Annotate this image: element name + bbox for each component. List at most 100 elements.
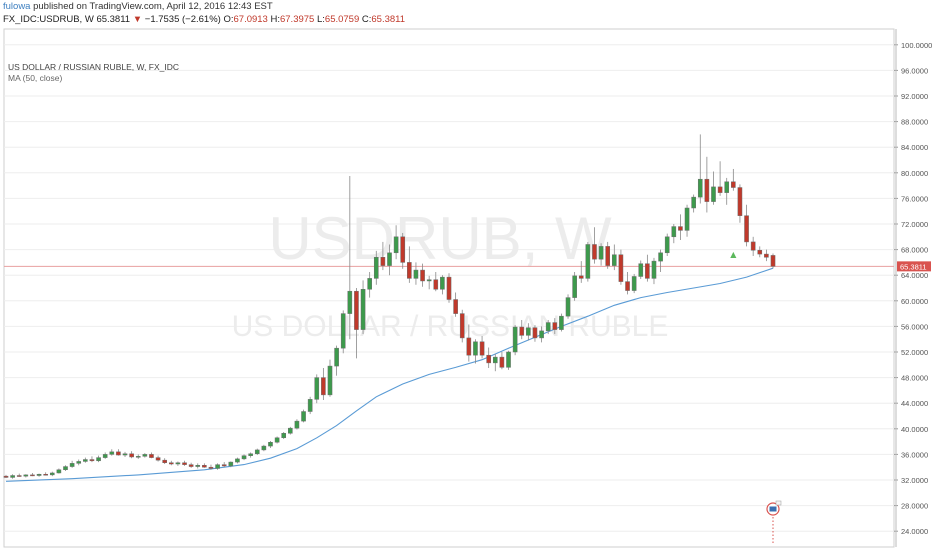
- candle-up: [36, 473, 42, 476]
- candle-up: [228, 461, 234, 467]
- candle-down: [116, 451, 121, 456]
- candle-down: [744, 215, 749, 243]
- candle-up: [565, 297, 571, 317]
- candle-up: [492, 356, 498, 364]
- y-tick-label: 68.0000: [901, 246, 928, 255]
- candle-up: [426, 279, 432, 282]
- y-tick-label: 80.0000: [901, 169, 928, 178]
- candle-up: [334, 347, 339, 367]
- candle-up: [572, 275, 577, 298]
- y-tick-label: 24.0000: [901, 527, 928, 536]
- candle-up: [261, 445, 267, 451]
- candle-up: [651, 260, 657, 279]
- candle-down: [155, 457, 161, 461]
- candle-up: [102, 454, 108, 458]
- candle-down: [30, 474, 35, 477]
- candle-down: [466, 337, 472, 356]
- candle-up: [373, 257, 379, 279]
- candle-down: [169, 462, 174, 465]
- candle-up: [724, 181, 730, 193]
- candle-up: [142, 454, 148, 457]
- candle-up: [254, 449, 260, 455]
- candle-down: [162, 459, 167, 463]
- candle-down: [578, 275, 584, 279]
- candle-down: [731, 181, 736, 188]
- candle-up: [684, 207, 690, 231]
- candle-down: [43, 473, 48, 476]
- candle-up: [440, 276, 445, 290]
- candle-up: [10, 475, 15, 478]
- y-tick-label: 88.0000: [901, 118, 928, 127]
- candle-down: [3, 475, 9, 478]
- candle-up: [711, 186, 716, 202]
- candle-up: [109, 451, 115, 455]
- candle-down: [717, 186, 723, 193]
- last-price: 65.3811: [96, 14, 131, 25]
- published-text: published on TradingView.com, April 12, …: [33, 1, 273, 12]
- candle-up: [526, 327, 531, 336]
- y-tick-label: 56.0000: [901, 322, 928, 331]
- candle-up: [83, 459, 88, 462]
- y-tick-label: 48.0000: [901, 374, 928, 383]
- candle-down: [380, 257, 386, 266]
- y-tick-label: 72.0000: [901, 220, 928, 229]
- change-value: −1.7535 (−2.61%): [144, 14, 221, 25]
- ma-line: [5, 267, 774, 482]
- flag-tag-icon: [775, 500, 782, 506]
- series-title[interactable]: US DOLLAR / RUSSIAN RUBLE, W, FX_IDC: [8, 62, 179, 72]
- candle-down: [129, 453, 134, 458]
- candle-down: [188, 464, 194, 467]
- chart-area[interactable]: 24.0000 28.0000 32.0000 36.0000 40.0000 44.00…: [0, 28, 932, 550]
- close-label: C:: [361, 14, 372, 25]
- candle-down: [479, 341, 485, 356]
- y-tick-label: 32.0000: [901, 476, 928, 485]
- candle-up: [612, 254, 617, 266]
- chart-header: fulowa published on TradingView.com, Apr…: [0, 0, 932, 28]
- plot-frame: [3, 28, 895, 548]
- candle-up: [288, 427, 293, 434]
- low-label: L:: [316, 14, 325, 25]
- candle-down: [618, 254, 624, 282]
- candle-up: [215, 464, 220, 469]
- y-tick-label: 92.0000: [901, 92, 928, 101]
- y-tick-label: 84.0000: [901, 143, 928, 152]
- watermark-symbol: USDRUB, W: [268, 205, 612, 272]
- candle-up: [585, 244, 591, 279]
- candle-up: [49, 472, 55, 476]
- y-tick-label: 28.0000: [901, 502, 928, 511]
- candle-up: [545, 322, 551, 332]
- candle-down: [532, 327, 538, 339]
- open-label: O:: [223, 14, 234, 25]
- candle-down: [764, 253, 769, 258]
- candle-up: [76, 461, 82, 464]
- candle-down: [625, 281, 630, 291]
- author-link[interactable]: fulowa: [3, 1, 31, 12]
- price-chart[interactable]: 24.0000 28.0000 32.0000 36.0000 40.0000 44.00…: [0, 28, 932, 550]
- symbol-label: FX_IDC:USDRUB, W: [3, 14, 94, 25]
- candle-up: [268, 441, 273, 447]
- candle-up: [301, 411, 306, 422]
- candle-up: [631, 276, 637, 291]
- y-tick-label: 52.0000: [901, 348, 928, 357]
- candle-up: [294, 420, 300, 429]
- candle-up: [69, 463, 75, 467]
- candle-up: [96, 457, 101, 462]
- last-price-badge-label: 65.3811: [900, 262, 927, 271]
- candle-down: [459, 313, 465, 339]
- candle-down: [321, 377, 326, 396]
- candle-up: [638, 263, 644, 277]
- candle-up: [327, 365, 333, 396]
- candle-up: [691, 196, 696, 209]
- y-tick-label: 40.0000: [901, 425, 928, 434]
- candle-up: [387, 252, 392, 266]
- ma-legend[interactable]: MA (50, close): [8, 73, 63, 83]
- candle-up: [135, 456, 141, 458]
- candle-up: [248, 453, 253, 456]
- close-value: 65.3811: [371, 14, 406, 25]
- candle-down: [770, 255, 776, 267]
- quote-line: FX_IDC:USDRUB, W 65.3811 ▼ −1.7535 (−2.6…: [3, 14, 405, 25]
- y-tick-label: 96.0000: [901, 66, 928, 75]
- candle-up: [664, 236, 670, 254]
- candle-down: [354, 290, 359, 330]
- y-tick-label: 36.0000: [901, 450, 928, 459]
